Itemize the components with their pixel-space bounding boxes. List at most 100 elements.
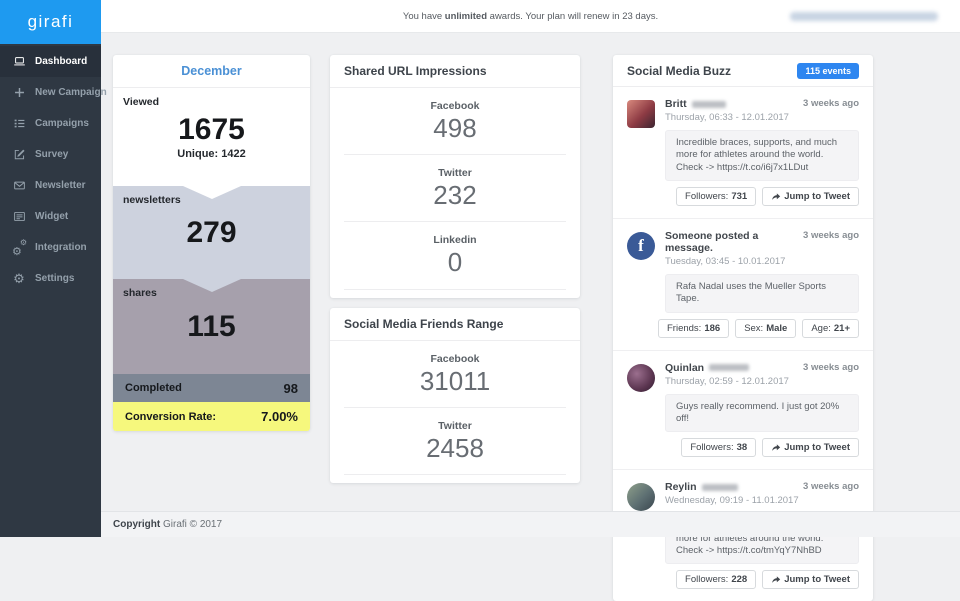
redacted-surname: [701, 484, 738, 492]
sidebar-item-label: Survey: [35, 149, 69, 160]
stat-value: 2458: [426, 433, 484, 464]
impressions-facebook-stat: Facebook 498: [344, 88, 566, 156]
sidebar-item-label: Integration: [35, 242, 87, 253]
share-arrow-icon: [772, 576, 781, 583]
gears-icon: ⚙ ⚙: [12, 237, 27, 258]
impressions-twitter-stat: Twitter 232: [344, 155, 566, 223]
post-author: Britt: [665, 98, 726, 110]
post-age: 3 weeks ago: [803, 361, 859, 373]
logo-text: girafi: [27, 12, 74, 31]
card-title: Shared URL Impressions: [330, 55, 580, 88]
impressions-linkedin-stat: Linkedin 0: [344, 222, 566, 290]
buzz-post: Britt 3 weeks ago Thursday, 06:33 - 12.0…: [613, 87, 873, 220]
friends-badge: Friends: 186: [658, 318, 730, 338]
share-arrow-icon: [772, 444, 781, 451]
widget-icon: [12, 210, 26, 224]
post-age: 3 weeks ago: [803, 481, 859, 493]
post-author: Reylin: [665, 481, 738, 493]
facebook-avatar-icon: f: [627, 232, 655, 261]
topbar: You have unlimited awards. Your plan wil…: [101, 0, 960, 33]
funnel-stage-shares: shares 115: [113, 279, 310, 374]
stat-label: Twitter: [438, 167, 472, 180]
post-author: Someone posted a message.: [665, 230, 759, 255]
sidebar-item-new-campaign[interactable]: New Campaign: [0, 77, 107, 108]
sidebar: girafi Dashboard New Campaign Campaigns …: [0, 0, 107, 537]
followers-badge: Followers: 228: [676, 570, 757, 590]
stat-value: 31011: [419, 366, 491, 396]
stat-label: Twitter: [438, 420, 472, 433]
stage-label: newsletters: [123, 194, 181, 206]
girafi-logo: girafi: [0, 0, 101, 44]
conversion-rate-value: 7.00%: [261, 409, 298, 424]
stage-label: shares: [123, 287, 157, 299]
post-timestamp: Tuesday, 03:45 - 10.01.2017: [665, 256, 786, 268]
post-timestamp: Wednesday, 09:19 - 11.01.2017: [665, 495, 799, 507]
sidebar-item-settings[interactable]: ⚙ Settings: [0, 263, 101, 294]
sidebar-item-label: New Campaign: [35, 87, 107, 98]
redacted-surname: [691, 100, 726, 108]
stage-value: 1675: [178, 112, 245, 146]
post-message: Incredible braces, supports, and much mo…: [665, 130, 859, 182]
funnel-stage-newsletters: newsletters 279: [113, 186, 310, 279]
card-title: Social Media Buzz: [627, 63, 732, 78]
stage-value: 115: [187, 309, 236, 343]
sidebar-item-integration[interactable]: ⚙ ⚙ Integration: [0, 232, 101, 263]
shared-url-impressions-card: Shared URL Impressions Facebook 498 Twit…: [330, 55, 580, 298]
friends-range-card: Social Media Friends Range Facebook 3101…: [330, 308, 580, 484]
account-email-redacted: [790, 12, 938, 21]
user-avatar: [627, 483, 655, 512]
stat-value: 0: [447, 247, 463, 278]
edit-icon: [12, 148, 26, 162]
post-message: Guys really recommend. I just got 20% of…: [665, 393, 859, 433]
conversion-rate-label: Conversion Rate:: [125, 410, 217, 423]
buzz-post: f Someone posted a message. 3 weeks ago …: [613, 219, 873, 351]
footer: Copyright Girafi © 2017: [101, 511, 960, 537]
monthly-funnel-card: December Viewed 1675 Unique: 1422 newsle…: [113, 55, 310, 431]
funnel-conversion-row: Conversion Rate: 7.00%: [113, 402, 310, 431]
card-title: Social Media Friends Range: [330, 308, 580, 341]
envelope-icon: [12, 179, 26, 193]
buzz-header: Social Media Buzz 115 events: [613, 55, 873, 87]
funnel-completed-row: Completed 98: [113, 374, 310, 402]
sidebar-item-widget[interactable]: Widget: [0, 201, 101, 232]
age-badge: Age: 21+: [802, 318, 859, 338]
sidebar-item-newsletter[interactable]: Newsletter: [0, 170, 101, 201]
jump-to-tweet-button[interactable]: Jump to Tweet: [762, 438, 859, 458]
plan-status-message: You have unlimited awards. Your plan wil…: [402, 10, 659, 22]
sidebar-item-survey[interactable]: Survey: [0, 139, 101, 170]
share-arrow-icon: [772, 192, 781, 200]
stat-label: Facebook: [430, 353, 480, 365]
followers-badge: Followers: 731: [676, 187, 757, 207]
stat-label: Facebook: [430, 100, 480, 112]
copyright-text: Copyright Girafi © 2017: [113, 519, 223, 530]
stage-value: 279: [186, 215, 237, 249]
funnel-month-label: December: [113, 55, 310, 88]
user-avatar: [627, 363, 655, 392]
jump-to-tweet-button[interactable]: Jump to Tweet: [762, 187, 859, 207]
stat-label: Linkedin: [433, 234, 477, 247]
gear-icon: ⚙: [13, 271, 25, 286]
jump-to-tweet-button[interactable]: Jump to Tweet: [762, 570, 859, 590]
sidebar-item-label: Settings: [35, 273, 75, 284]
user-avatar: [627, 100, 655, 128]
events-count-badge: 115 events: [797, 62, 859, 79]
sidebar-item-campaigns[interactable]: Campaigns: [0, 108, 101, 139]
redacted-surname: [709, 364, 750, 372]
social-media-buzz-card: Social Media Buzz 115 events Britt 3 wee…: [613, 55, 873, 601]
friends-facebook-stat: Facebook 31011: [344, 341, 566, 409]
sidebar-item-label: Newsletter: [35, 180, 86, 191]
sidebar-item-dashboard[interactable]: Dashboard: [0, 46, 101, 77]
stat-value: 498: [433, 113, 477, 143]
sex-badge: Sex: Male: [735, 318, 797, 338]
stage-label: Viewed: [123, 96, 159, 108]
completed-label: Completed: [125, 382, 182, 394]
list-icon: [12, 117, 26, 131]
completed-value: 98: [283, 380, 298, 396]
buzz-post: Quinlan 3 weeks ago Thursday, 02:59 - 12…: [613, 351, 873, 471]
sidebar-item-label: Dashboard: [35, 56, 88, 67]
stage-unique-value: Unique: 1422: [177, 147, 246, 160]
post-age: 3 weeks ago: [803, 98, 859, 109]
plus-icon: [12, 86, 26, 100]
friends-twitter-stat: Twitter 2458: [344, 408, 566, 476]
followers-badge: Followers: 38: [681, 438, 757, 458]
